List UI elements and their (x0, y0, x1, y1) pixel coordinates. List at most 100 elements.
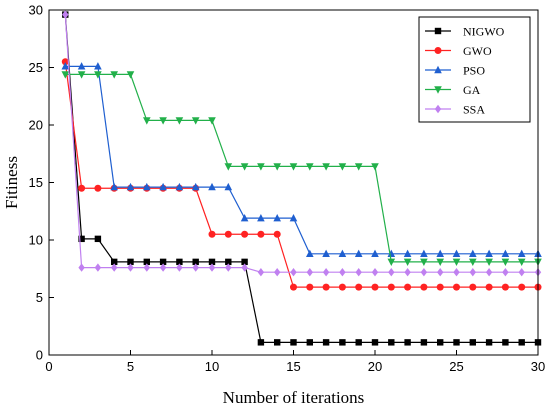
series-line-pso (65, 65, 538, 255)
data-point-ssa (111, 263, 118, 272)
data-point-ga (126, 71, 135, 79)
data-point-nigwo (437, 339, 444, 346)
data-point-nigwo (404, 339, 411, 346)
data-point-ga (420, 258, 428, 267)
data-point-nigwo (306, 339, 313, 346)
data-point-ga (110, 71, 118, 79)
data-point-ssa (388, 268, 395, 277)
data-point-nigwo (78, 235, 85, 243)
data-point-nigwo (355, 339, 362, 346)
data-point-gwo (78, 184, 86, 192)
data-point-ga (208, 117, 216, 125)
data-point-ssa (274, 268, 281, 277)
data-point-gwo (94, 184, 102, 192)
data-point-pso (159, 182, 167, 191)
legend-label-nigwo: NIGWO (463, 25, 505, 39)
data-point-gwo (387, 283, 395, 291)
series-ssa (62, 10, 542, 277)
data-point-ssa (469, 268, 476, 277)
data-point-pso (208, 182, 216, 191)
data-point-ga (175, 117, 184, 125)
data-point-ssa (453, 268, 460, 277)
data-point-gwo (453, 283, 460, 291)
data-point-pso (354, 249, 363, 257)
data-point-nigwo (469, 339, 476, 346)
data-point-ssa (437, 268, 444, 277)
legend-marker-gwo (434, 47, 442, 54)
axis-ticks: 0 5 10 15 20 25 30 0 5 10 15 20 25 30 (29, 3, 546, 375)
data-point-gwo (208, 230, 216, 238)
data-point-nigwo (290, 339, 297, 346)
y-tick-label: 20 (29, 118, 43, 133)
data-point-gwo (290, 283, 297, 291)
data-point-ga (501, 258, 510, 267)
data-point-ga (94, 71, 102, 79)
data-point-ga (257, 163, 265, 171)
data-point-ga (436, 258, 444, 267)
y-tick-label: 25 (29, 60, 43, 75)
data-point-nigwo (241, 258, 248, 266)
data-point-pso (517, 249, 526, 257)
data-point-nigwo (322, 339, 330, 346)
data-point-nigwo (453, 339, 460, 346)
data-point-nigwo (111, 258, 118, 266)
data-point-ga (469, 258, 477, 267)
data-point-gwo (501, 283, 509, 291)
data-point-ssa (192, 263, 199, 272)
data-point-pso (240, 213, 249, 222)
data-point-nigwo (192, 258, 199, 266)
data-point-pso (469, 249, 477, 257)
data-point-pso (306, 249, 314, 257)
data-point-ssa (339, 268, 346, 277)
data-point-ga (77, 71, 86, 79)
data-point-nigwo (94, 235, 102, 243)
data-point-ssa (159, 263, 167, 272)
y-tick-label: 5 (36, 290, 43, 305)
data-point-pso (338, 249, 347, 257)
legend-label-ga: GA (463, 83, 481, 97)
data-point-ga (61, 71, 70, 79)
y-tick-label: 10 (29, 233, 43, 248)
data-point-ga (289, 163, 298, 171)
data-point-nigwo (502, 339, 509, 346)
data-point-nigwo (176, 258, 183, 266)
data-point-pso (371, 249, 379, 257)
data-point-nigwo (518, 339, 525, 346)
data-point-ssa (225, 263, 232, 272)
data-point-nigwo (257, 339, 265, 346)
x-axis-title: Number of iterations (223, 388, 365, 407)
data-point-nigwo (143, 258, 150, 266)
data-point-gwo (306, 283, 314, 291)
data-point-nigwo (208, 258, 216, 266)
data-point-ssa (306, 268, 313, 277)
series-line-ga (65, 73, 538, 263)
data-point-ga (354, 163, 363, 171)
data-point-gwo (485, 283, 493, 291)
data-point-pso (191, 182, 200, 191)
data-point-gwo (371, 283, 379, 291)
x-tick-label: 30 (531, 359, 545, 374)
data-point-pso (420, 249, 428, 257)
legend-label-pso: PSO (463, 64, 485, 78)
data-point-nigwo (371, 339, 379, 346)
data-point-ssa (241, 263, 248, 272)
legend-marker-nigwo (434, 27, 442, 35)
data-point-ga (191, 117, 200, 125)
data-point-ga (403, 258, 412, 267)
data-point-ga (224, 163, 233, 171)
data-point-pso (387, 249, 396, 257)
y-tick-label: 30 (29, 3, 43, 18)
data-point-ssa (143, 263, 150, 272)
data-point-pso (485, 249, 493, 257)
data-point-pso (126, 182, 135, 191)
data-point-ssa (371, 268, 379, 277)
data-point-ssa (176, 263, 183, 272)
data-point-gwo (404, 283, 412, 291)
data-point-ssa (502, 268, 509, 277)
data-point-ssa (208, 263, 216, 272)
y-tick-label: 0 (36, 348, 43, 363)
data-point-pso (257, 213, 265, 222)
data-point-gwo (518, 283, 526, 291)
x-tick-label: 0 (45, 359, 52, 374)
